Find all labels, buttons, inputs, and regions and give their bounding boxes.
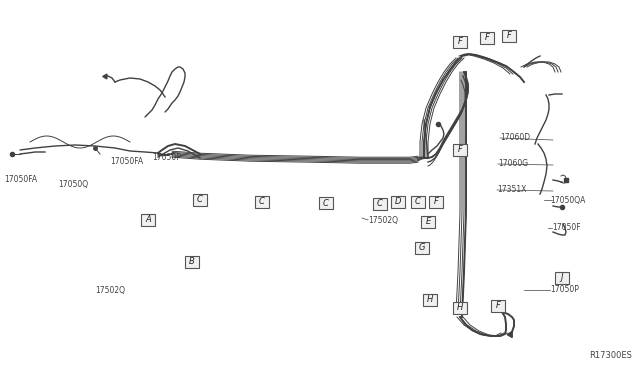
- Text: F: F: [433, 198, 438, 206]
- Text: 17502Q: 17502Q: [368, 215, 398, 224]
- Text: C: C: [197, 196, 203, 205]
- FancyBboxPatch shape: [415, 242, 429, 254]
- Text: R17300ES: R17300ES: [589, 351, 632, 360]
- FancyBboxPatch shape: [411, 196, 425, 208]
- FancyBboxPatch shape: [319, 197, 333, 209]
- Text: G: G: [419, 244, 425, 253]
- FancyBboxPatch shape: [255, 196, 269, 208]
- Text: 17060D: 17060D: [500, 134, 530, 142]
- Text: 17050FA: 17050FA: [110, 157, 143, 167]
- FancyBboxPatch shape: [453, 36, 467, 48]
- FancyBboxPatch shape: [421, 216, 435, 228]
- Text: F: F: [484, 33, 490, 42]
- Text: 17351X: 17351X: [497, 186, 526, 195]
- Text: B: B: [189, 257, 195, 266]
- Text: 17502Q: 17502Q: [95, 285, 125, 295]
- FancyBboxPatch shape: [423, 294, 437, 306]
- Text: C: C: [259, 198, 265, 206]
- FancyBboxPatch shape: [373, 198, 387, 210]
- FancyBboxPatch shape: [185, 256, 199, 268]
- FancyBboxPatch shape: [141, 214, 155, 226]
- Text: F: F: [458, 38, 463, 46]
- FancyBboxPatch shape: [502, 30, 516, 42]
- Text: C: C: [377, 199, 383, 208]
- FancyBboxPatch shape: [480, 32, 494, 44]
- Text: J: J: [561, 273, 563, 282]
- FancyBboxPatch shape: [453, 144, 467, 156]
- Text: D: D: [395, 198, 401, 206]
- Text: F: F: [507, 32, 511, 41]
- Text: H: H: [427, 295, 433, 305]
- Text: C: C: [415, 198, 421, 206]
- Text: C: C: [323, 199, 329, 208]
- FancyBboxPatch shape: [491, 300, 505, 312]
- Text: 17060G: 17060G: [498, 160, 528, 169]
- FancyBboxPatch shape: [391, 196, 405, 208]
- FancyBboxPatch shape: [429, 196, 443, 208]
- Text: H: H: [457, 304, 463, 312]
- Text: 17050P: 17050P: [550, 285, 579, 295]
- Text: A: A: [145, 215, 151, 224]
- Text: 17050Q: 17050Q: [58, 180, 88, 189]
- Text: E: E: [426, 218, 431, 227]
- FancyBboxPatch shape: [193, 194, 207, 206]
- Text: F: F: [495, 301, 500, 311]
- FancyBboxPatch shape: [453, 302, 467, 314]
- FancyBboxPatch shape: [555, 272, 569, 284]
- Text: 17050QA: 17050QA: [550, 196, 586, 205]
- Text: 17050F: 17050F: [552, 224, 580, 232]
- Text: F: F: [458, 145, 463, 154]
- Text: 17050FA: 17050FA: [4, 176, 37, 185]
- Text: 17050P: 17050P: [152, 154, 181, 163]
